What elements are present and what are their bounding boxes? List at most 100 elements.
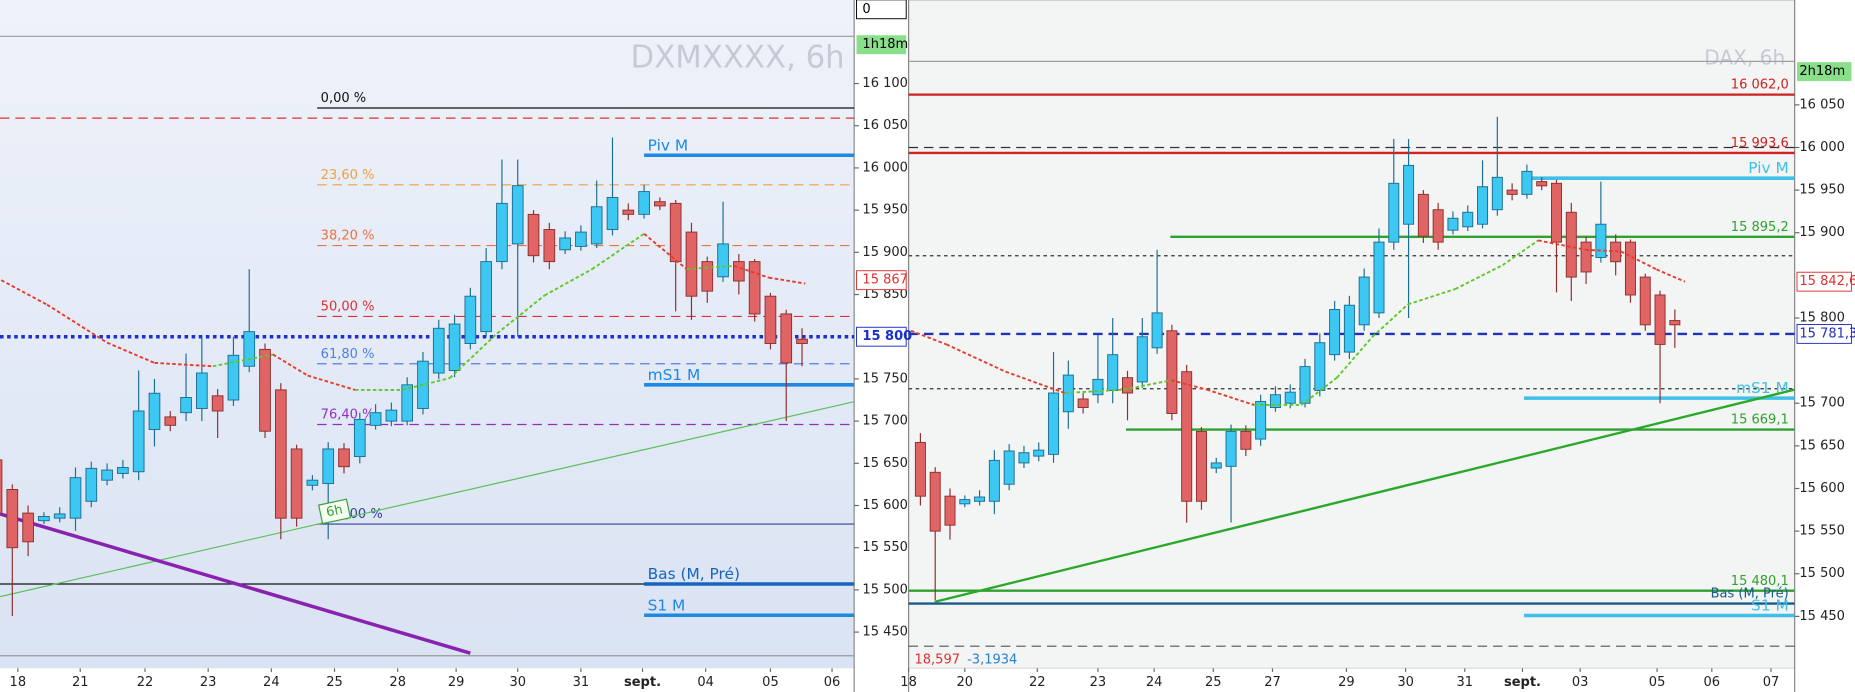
x-tick-label: 18 [900, 675, 917, 690]
candle-body [1580, 241, 1592, 273]
candle-body [274, 389, 287, 519]
y-tick-label: 15 600 [862, 498, 908, 513]
candle-body [638, 191, 650, 215]
axis-marker [856, 0, 907, 20]
candle-body [1373, 241, 1385, 314]
moving-average [544, 268, 593, 297]
axis-marker [1796, 271, 1852, 292]
candle-body [701, 261, 714, 292]
time-axis [0, 668, 855, 692]
candle-body [1255, 401, 1267, 440]
x-tick-label: 25 [326, 675, 343, 690]
y-tick-label: 15 600 [1799, 481, 1845, 496]
candle-body [1624, 241, 1636, 296]
candle-body [1432, 209, 1444, 243]
moving-average [1620, 250, 1657, 271]
candle-body [780, 313, 793, 364]
x-tick-label: 24 [263, 675, 280, 690]
trend-line [0, 401, 855, 598]
axis-marker-label: 15 842,6 [1799, 274, 1855, 289]
y-tick-label: 15 650 [1799, 438, 1845, 453]
candle-body [180, 397, 192, 414]
candle-body [1447, 217, 1459, 231]
candle-body [22, 512, 34, 543]
candle-body [259, 348, 271, 432]
moving-average [1300, 376, 1338, 406]
chart-title: DXMXXXX, 6h [631, 40, 845, 76]
candle-body [1462, 211, 1474, 228]
candle-body [85, 467, 98, 502]
moving-average [1336, 336, 1374, 379]
axis-marker-label: 15 867 [862, 273, 908, 288]
candle-body [1018, 452, 1030, 464]
plot-area: DXMXXXX, 6h 0,00 % Piv M 23,60 % 38,20 % 50,0… [0, 35, 855, 657]
x-tick-label: 06 [1704, 675, 1721, 690]
level-label: S1 M [1751, 597, 1789, 615]
candle-body [511, 185, 524, 245]
moving-average [402, 377, 451, 391]
moving-average [1502, 239, 1539, 266]
x-tick-label: 25 [1205, 675, 1222, 690]
candle-body [1181, 371, 1193, 502]
candle-body [914, 441, 926, 497]
candle-body [117, 467, 129, 474]
y-tick-label: 16 000 [862, 160, 908, 175]
x-tick-label: 05 [1649, 675, 1666, 690]
y-tick-label: 15 500 [1799, 566, 1845, 581]
candle-body [164, 416, 177, 426]
candle-body [322, 448, 335, 485]
candle-body [944, 495, 956, 526]
candle-body [1491, 176, 1503, 211]
y-tick-label: 15 650 [862, 456, 908, 471]
x-tick-label: 28 [389, 675, 406, 690]
candle-body [1358, 276, 1370, 326]
candle-body [929, 471, 941, 532]
level-label: 61,80 % [321, 347, 375, 362]
moving-average [591, 232, 645, 270]
level-label: Piv M [648, 136, 688, 154]
moving-average [154, 361, 213, 368]
x-tick-label: 30 [1397, 675, 1414, 690]
candle-body [669, 202, 682, 263]
x-tick-label: 18 [10, 675, 27, 690]
level-label: 15 895,2 [1731, 220, 1789, 235]
candle-body [1136, 336, 1148, 383]
level-label: Bas (M, Pré) [1711, 587, 1789, 602]
level-label: Bas (M, Pré) [648, 565, 740, 583]
candle-body [1536, 181, 1548, 187]
moving-average [1371, 303, 1409, 338]
level-label: 50,00 % [321, 300, 375, 315]
candle-body [1550, 182, 1563, 243]
y-tick-label: 15 900 [1799, 225, 1845, 240]
candle-body [575, 231, 587, 247]
moving-average [1206, 388, 1255, 406]
x-tick-label: 29 [1338, 675, 1355, 690]
plot-area: DAX, 6h 16 062,0 15 993,6 Piv M 15 895,2 mS1 … [908, 46, 1795, 647]
x-tick-label: 05 [762, 675, 779, 690]
x-tick-label: 07 [1763, 675, 1780, 690]
moving-average [1656, 268, 1686, 283]
candle-body [480, 261, 492, 333]
y-tick-label: 16 000 [1799, 140, 1845, 155]
level-label: Piv M [1748, 159, 1788, 177]
y-tick-label: 15 800 [1799, 310, 1845, 325]
y-tick-label: 16 050 [862, 118, 908, 133]
y-tick-label: 15 450 [862, 625, 908, 640]
x-tick-label: 04 [697, 675, 714, 690]
candle-body [1240, 430, 1252, 450]
x-tick-label: 21 [72, 675, 89, 690]
moving-average [733, 264, 770, 279]
candle-body [974, 496, 986, 502]
candle-body [1343, 304, 1355, 353]
time-axis [908, 668, 1795, 692]
chart-title: DAX, 6h [1704, 46, 1785, 70]
candle-body [1107, 354, 1119, 391]
candle-body [0, 459, 3, 514]
y-tick-label: 15 950 [862, 203, 908, 218]
candle-body [543, 229, 556, 263]
candle-body [369, 412, 382, 426]
candle-body [243, 331, 256, 367]
candle-body [1299, 366, 1311, 404]
candle-body [148, 392, 161, 431]
